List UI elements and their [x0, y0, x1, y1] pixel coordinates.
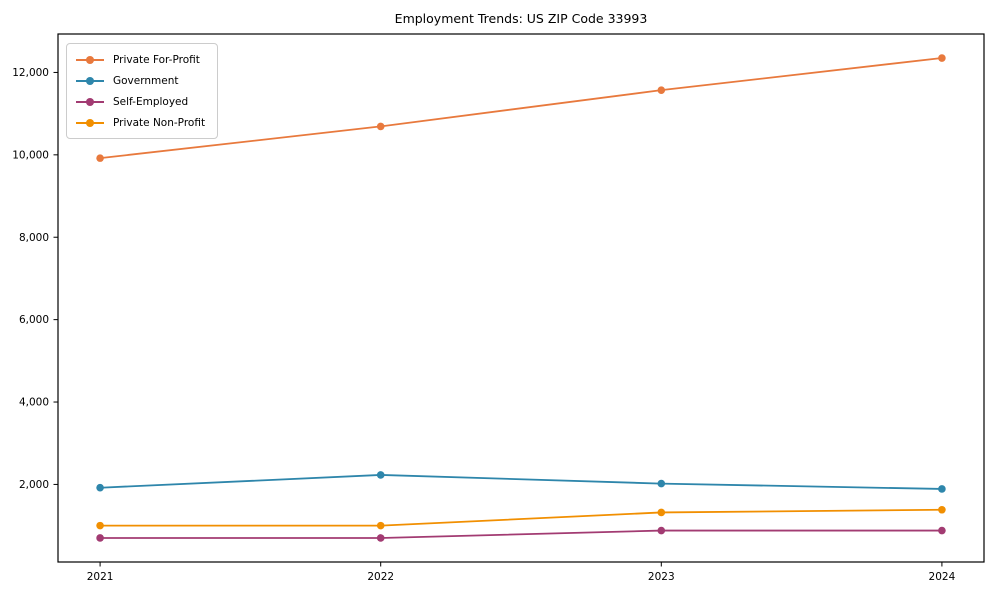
legend-item-private-non-profit: Private Non-Profit [76, 114, 205, 131]
data-point-private-for-profit-2022 [376, 122, 385, 131]
y-axis-tick-label: 12,000 [12, 67, 49, 79]
series-line-private-non-profit [99, 508, 943, 527]
y-axis-tick-label: 8,000 [19, 232, 49, 244]
legend-marker-icon [76, 118, 104, 128]
data-point-private-non-profit-2022 [376, 521, 385, 530]
data-point-self-employed-2024 [938, 526, 946, 535]
series-line-self-employed [99, 529, 943, 539]
legend-item-government: Government [76, 72, 205, 89]
data-point-private-non-profit-2024 [938, 505, 946, 514]
legend-item-self-employed: Self-Employed [76, 93, 205, 110]
x-axis-tick-label: 2024 [929, 571, 956, 583]
legend-label: Private For-Profit [113, 53, 200, 66]
legend-marker-icon [76, 55, 104, 65]
x-axis-tick-label: 2021 [87, 571, 114, 583]
data-point-government-2022 [376, 471, 385, 479]
y-axis-tick-label: 4,000 [19, 397, 49, 409]
y-axis-tick-label: 10,000 [12, 149, 49, 161]
series-line-private-for-profit [99, 57, 943, 160]
legend-dot-swatch [86, 55, 94, 64]
data-point-government-2021 [96, 483, 104, 492]
plot-area-border [57, 33, 985, 563]
x-axis-tick-label: 2023 [648, 571, 675, 583]
legend-label: Government [113, 74, 179, 87]
data-point-self-employed-2022 [376, 534, 385, 542]
data-point-government-2024 [938, 485, 946, 493]
legend-item-private-for-profit: Private For-Profit [76, 51, 205, 68]
series-line-government [99, 474, 943, 490]
data-point-government-2023 [657, 479, 666, 488]
data-point-private-for-profit-2021 [96, 154, 104, 162]
data-point-self-employed-2023 [657, 526, 666, 535]
data-point-private-for-profit-2023 [657, 86, 666, 94]
legend-marker-icon [76, 76, 104, 86]
legend-marker-icon [76, 97, 104, 107]
legend-dot-swatch [86, 118, 94, 127]
data-point-private-non-profit-2023 [657, 508, 666, 517]
data-point-self-employed-2021 [96, 534, 104, 542]
legend-dot-swatch [86, 97, 94, 106]
y-axis-tick-label: 2,000 [19, 479, 49, 491]
data-point-private-for-profit-2024 [938, 54, 946, 62]
data-point-private-non-profit-2021 [96, 521, 104, 530]
legend-label: Self-Employed [113, 95, 189, 108]
legend-dot-swatch [86, 76, 94, 85]
y-axis-tick-label: 6,000 [19, 314, 49, 326]
x-axis-tick-label: 2022 [367, 571, 394, 583]
chart-title: Employment Trends: US ZIP Code 33993 [394, 11, 648, 26]
legend-label: Private Non-Profit [113, 116, 206, 129]
chart-legend: Private For-Profit Government Self-Employe… [66, 43, 219, 139]
